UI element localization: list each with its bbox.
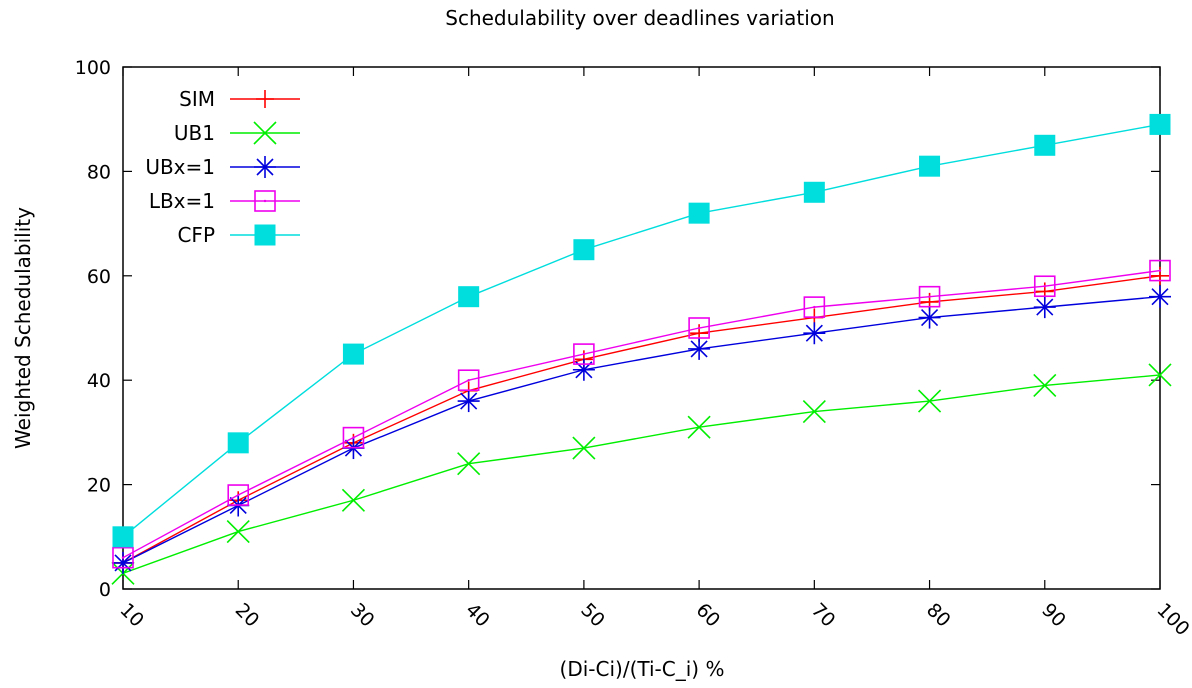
data-point	[1149, 113, 1171, 135]
y-tick-label: 60	[87, 266, 111, 288]
x-tick-label: 20	[231, 599, 264, 632]
series-line	[122, 295, 1161, 564]
x-tick-label: 100	[1152, 599, 1192, 640]
series-line	[122, 374, 1161, 574]
legend-marker	[254, 224, 276, 246]
data-point	[1149, 259, 1171, 282]
data-point	[573, 343, 595, 365]
series-UBx=1	[112, 285, 1171, 574]
data-point	[572, 436, 596, 460]
data-point	[572, 358, 595, 381]
data-point	[918, 285, 941, 308]
y-axis: 0 20 40 60 80 100	[75, 57, 1160, 601]
y-tick-label: 100	[75, 57, 111, 79]
x-tick-label: 70	[807, 599, 840, 632]
x-tick-label: 80	[922, 599, 955, 632]
data-point	[1033, 275, 1056, 298]
data-point	[227, 432, 249, 454]
x-axis: 10 20 30 40 50 60 70 80 90 100	[115, 67, 1192, 640]
data-point	[688, 317, 710, 339]
data-point	[918, 306, 941, 329]
legend-label: UB1	[174, 121, 215, 145]
data-point	[457, 369, 480, 392]
series-CFP	[112, 113, 1171, 548]
legend-marker	[256, 90, 274, 108]
y-tick-label: 80	[87, 161, 111, 183]
data-point	[688, 202, 710, 224]
data-point	[688, 337, 711, 360]
chart-title: Schedulability over deadlines variation	[445, 6, 834, 30]
series-LBx=1	[112, 259, 1171, 569]
data-point	[457, 390, 480, 413]
series-line	[122, 275, 1161, 564]
x-tick-label: 10	[115, 599, 148, 632]
data-point	[687, 415, 711, 439]
legend-marker	[254, 156, 276, 178]
data-point	[573, 239, 595, 261]
legend-marker	[253, 121, 277, 145]
x-tick-label: 30	[346, 599, 379, 632]
data-point	[1148, 363, 1172, 387]
x-tick-label: 40	[461, 599, 494, 632]
series-SIM	[114, 266, 1169, 572]
data-point	[1149, 285, 1171, 308]
data-point	[342, 426, 365, 449]
x-axis-label: (Di-Ci)/(Ti-C_i) %	[560, 657, 725, 681]
series-line	[122, 123, 1161, 538]
x-tick-label: 90	[1037, 599, 1070, 632]
legend-label: SIM	[179, 87, 215, 111]
data-point	[112, 551, 134, 574]
data-point	[1033, 373, 1057, 397]
data-point	[342, 343, 364, 365]
data-point	[803, 322, 826, 345]
data-point	[919, 155, 941, 177]
x-tick-label: 50	[576, 599, 609, 632]
data-point	[227, 484, 250, 506]
data-point	[1034, 134, 1056, 156]
y-tick-label: 40	[87, 370, 111, 392]
data-point	[803, 181, 825, 203]
data-point	[341, 488, 366, 512]
data-point	[226, 520, 250, 544]
series-layer	[111, 113, 1172, 585]
data-point	[1033, 296, 1056, 319]
series-line	[122, 269, 1161, 559]
legend: SIM UB1 UBx=1 LBx=1 CFP	[145, 87, 300, 247]
data-point	[112, 546, 134, 569]
y-tick-label: 0	[99, 579, 111, 601]
x-tick-label: 60	[692, 599, 725, 632]
legend-label: CFP	[177, 223, 215, 247]
series-UB1	[111, 363, 1172, 585]
data-point	[112, 526, 134, 548]
data-point	[457, 452, 481, 476]
data-point	[802, 399, 826, 424]
plot-frame	[122, 66, 1161, 590]
data-point	[458, 286, 480, 308]
legend-label: UBx=1	[145, 155, 215, 179]
y-axis-label: Weighted Schedulability	[11, 207, 35, 449]
data-point	[917, 389, 942, 413]
legend-marker	[254, 190, 276, 212]
y-tick-label: 20	[87, 475, 111, 497]
legend-label: LBx=1	[149, 189, 215, 213]
data-point	[803, 296, 826, 318]
